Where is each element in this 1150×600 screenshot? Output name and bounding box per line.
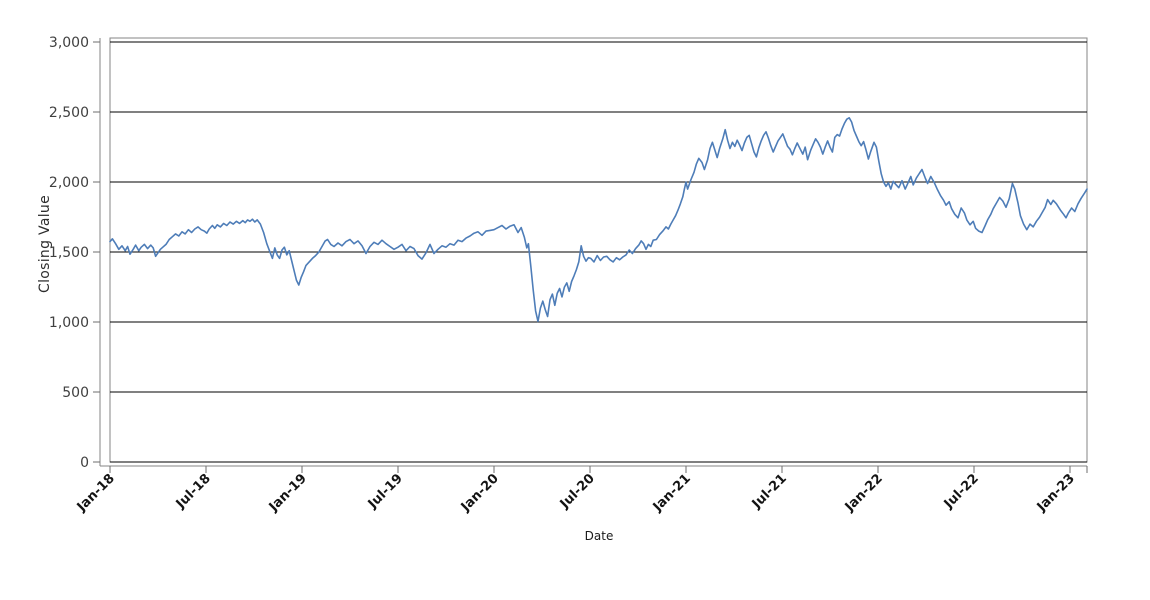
x-axis-title: Date — [584, 529, 614, 543]
x-tick-label: Jan-18 — [74, 471, 118, 515]
x-tick-label: Jan-19 — [266, 471, 310, 515]
y-tick-label: 1,000 — [49, 315, 89, 331]
y-tick-label: 0 — [80, 455, 89, 471]
closing-value-series-line — [109, 117, 1088, 323]
y-axis-ticks-group: 0 500 1,000 1,500 2,000 2,500 3,000 — [49, 35, 100, 471]
x-tick-label: Jul-20 — [557, 471, 598, 512]
gridlines-group — [110, 41, 1087, 463]
x-tick-label: Jul-21 — [749, 471, 790, 512]
x-tick-label: Jul-22 — [941, 471, 982, 512]
x-tick-label: Jan-22 — [842, 471, 886, 515]
x-axis-ticks-group: Jan-18 Jul-18 Jan-19 Jul-19 Jan-20 Jul-20 Jan-… — [74, 466, 1088, 515]
x-tick-label: Jul-18 — [173, 471, 214, 512]
x-tick-label: Jan-23 — [1034, 471, 1078, 515]
x-tick-label: Jan-20 — [458, 471, 502, 515]
y-tick-label: 2,500 — [49, 105, 89, 121]
x-tick-label: Jan-21 — [650, 471, 694, 515]
y-tick-label: 500 — [62, 385, 89, 401]
y-tick-label: 1,500 — [49, 245, 89, 261]
y-axis-title: Closing Value — [37, 195, 53, 293]
plot-frame — [109, 37, 1088, 463]
y-tick-label: 3,000 — [49, 35, 89, 51]
x-tick-label: Jul-19 — [365, 471, 406, 512]
y-tick-label: 2,000 — [49, 175, 89, 191]
